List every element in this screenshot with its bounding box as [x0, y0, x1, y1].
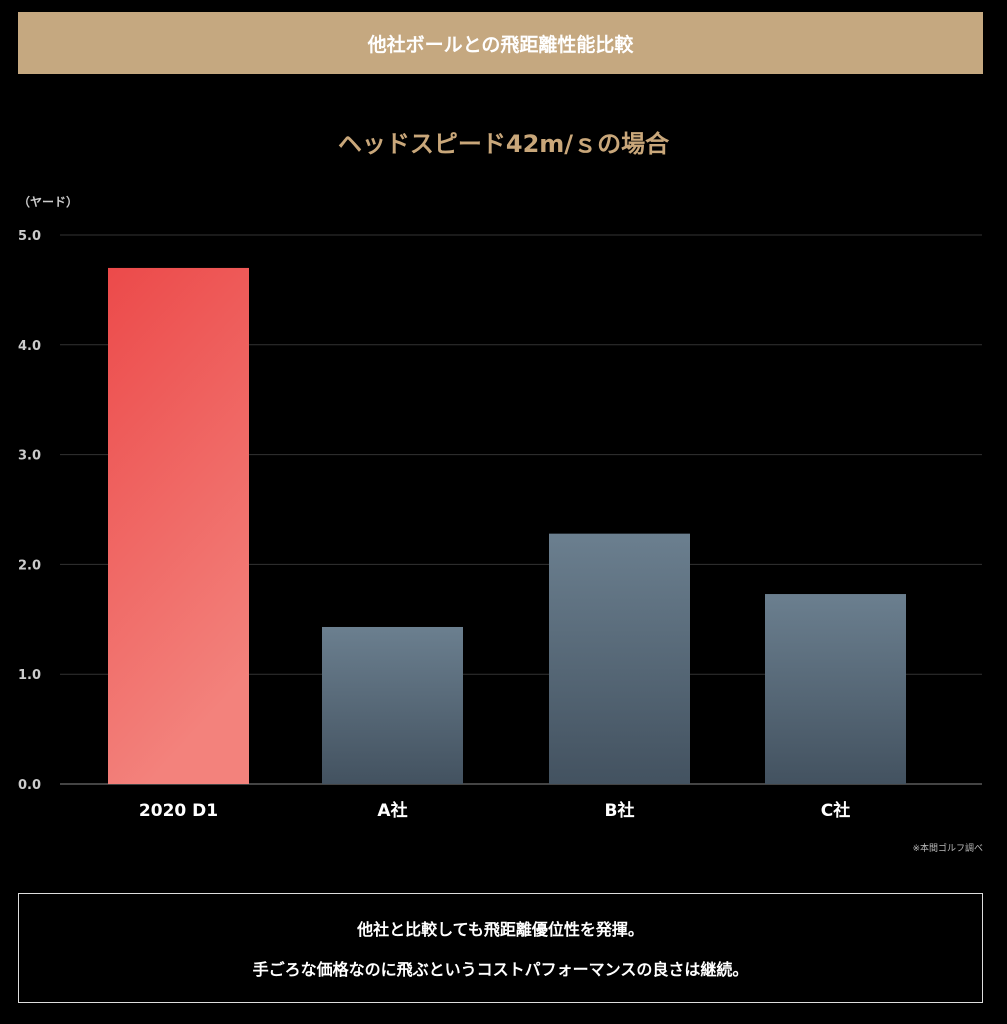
- y-tick-label: 4.0: [18, 339, 41, 354]
- summary-box: 他社と比較しても飛距離優位性を発揮。 手ごろな価格なのに飛ぶというコストパフォー…: [18, 893, 983, 1003]
- x-tick-label: A社: [377, 800, 407, 821]
- y-axis-unit: （ヤード）: [18, 195, 79, 209]
- y-tick-label: 1.0: [18, 668, 41, 683]
- chart-title: ヘッドスピード42m/ｓの場合: [337, 130, 670, 158]
- footnote: ※本間ゴルフ調べ: [912, 844, 983, 854]
- y-tick-label: 0.0: [18, 778, 41, 793]
- x-tick-label: C社: [821, 800, 850, 821]
- bar-2: [322, 626, 463, 784]
- summary-line-1: 他社と比較しても飛距離優位性を発揮。: [357, 920, 644, 939]
- bar-4: [765, 594, 906, 784]
- bar-1: [108, 267, 249, 784]
- x-tick-label: 2020 D1: [139, 801, 218, 821]
- summary-line-2: 手ごろな価格なのに飛ぶというコストパフォーマンスの良さは継続。: [252, 960, 749, 979]
- y-tick-label: 5.0: [18, 229, 41, 244]
- x-tick-label: B社: [605, 800, 635, 821]
- bar-3: [549, 533, 690, 784]
- header-title: 他社ボールとの飛距離性能比較: [367, 33, 634, 56]
- bar-chart: 0.0 1.0 2.0 3.0 4.0 5.0 2020 D1 A社 B社 C社: [18, 229, 982, 821]
- y-tick-label: 2.0: [18, 558, 41, 573]
- y-tick-label: 3.0: [18, 449, 41, 464]
- section-header: 他社ボールとの飛距離性能比較: [18, 12, 983, 74]
